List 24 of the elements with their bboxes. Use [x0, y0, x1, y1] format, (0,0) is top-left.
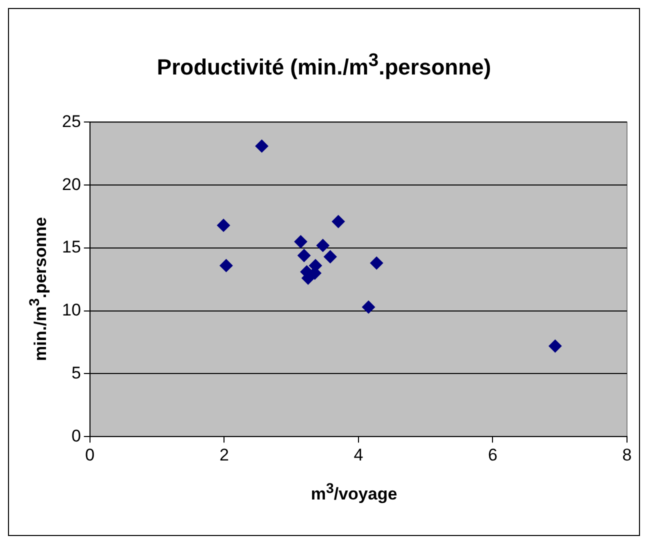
x-tick-label: 6	[488, 445, 498, 464]
x-tick-label: 8	[622, 445, 632, 464]
point	[332, 215, 345, 228]
point	[255, 140, 268, 153]
y-tick-label: 5	[71, 363, 81, 382]
point	[324, 250, 337, 264]
point	[362, 300, 376, 314]
point	[548, 340, 562, 353]
point	[298, 249, 311, 262]
y-tick-label: 25	[62, 112, 81, 131]
x-tick-label: 2	[219, 445, 229, 464]
x-axis-title: m$^{3}$/voyage	[310, 481, 398, 505]
point	[294, 235, 308, 248]
point	[370, 256, 384, 270]
y-tick-label: 10	[62, 300, 81, 320]
point	[316, 238, 330, 252]
point	[220, 259, 233, 272]
point	[217, 218, 230, 232]
chart-title: Productivité (min./m$^{3}$.personne)	[156, 49, 492, 80]
x-tick-label: 4	[354, 445, 364, 464]
x-tick-label: 0	[85, 445, 95, 464]
y-tick-label: 20	[62, 174, 81, 194]
y-tick-label: 0	[71, 426, 81, 446]
y-tick-label: 15	[62, 238, 81, 257]
